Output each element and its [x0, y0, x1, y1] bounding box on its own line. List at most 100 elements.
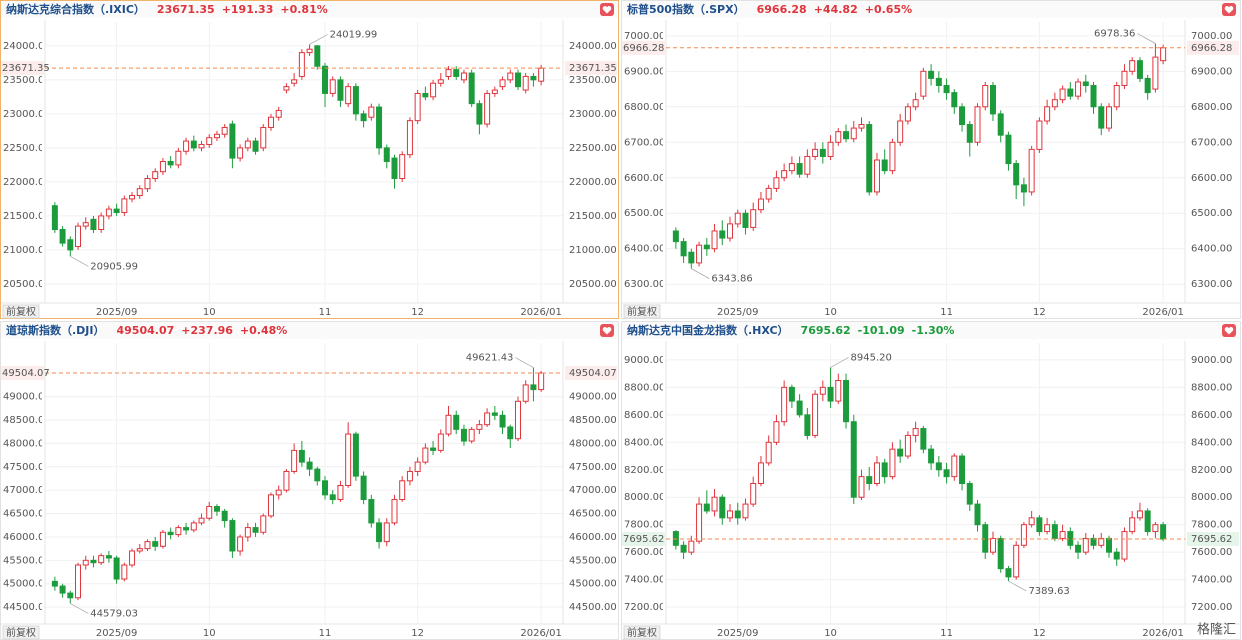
index-name: 标普500指数（.SPX） [626, 2, 745, 16]
annotation-leader [1137, 33, 1156, 44]
last-price: 23671.35 [157, 3, 215, 16]
candle-body [159, 531, 166, 547]
candle-body [1160, 524, 1167, 540]
chart-panel: 标普500指数（.SPX） 6966.28 +44.82 +0.65% 6300.00 6… [621, 0, 1241, 319]
y-tick-label-right: 7600.00 [1191, 547, 1232, 558]
candle-body [951, 92, 958, 108]
price-change: -101.09 [858, 324, 905, 337]
last-price-tag-bg [1, 61, 44, 76]
candle-body [51, 580, 58, 587]
x-tick-label: 2025/09 [717, 628, 759, 639]
candle-body [765, 187, 772, 200]
favorite-icon[interactable] [1224, 6, 1234, 14]
favorite-icon[interactable] [602, 6, 612, 14]
favorite-button[interactable] [1222, 324, 1236, 337]
adjust-button[interactable]: 前复权 [6, 626, 36, 639]
candle-body [982, 85, 989, 108]
panel-title: 标普500指数（.SPX） 6966.28 +44.82 +0.65% [626, 2, 912, 16]
candle-body [183, 527, 190, 531]
adjust-button-bg[interactable] [623, 304, 661, 319]
candle-body [82, 222, 89, 227]
candle-body [144, 541, 151, 550]
candle-body [491, 89, 498, 94]
candle-body [812, 393, 819, 436]
change-percent: +0.81% [280, 3, 327, 16]
y-tick-label-left: 6700.00 [624, 137, 665, 148]
x-tick-label: 2026/01 [1142, 307, 1184, 318]
y-tick-label-left: 8000.00 [624, 492, 665, 503]
y-tick-label-left: 9000.00 [624, 355, 665, 366]
y-tick-label-right: 8200.00 [1191, 465, 1232, 476]
y-tick-label-right: 47500.00 [569, 462, 617, 473]
candle-body [460, 428, 467, 442]
candle-body [167, 531, 174, 536]
adjust-button[interactable]: 前复权 [6, 305, 36, 318]
candle-body [1098, 537, 1105, 546]
x-tick-label: 11 [940, 628, 953, 639]
candle-body [306, 461, 313, 470]
annotation-leader [515, 357, 534, 368]
candle-body [1075, 544, 1082, 553]
panel-header [622, 322, 1240, 339]
x-tick-label: 11 [319, 628, 332, 639]
candle-body [897, 448, 904, 457]
candle-body [696, 244, 703, 264]
candle-body [858, 476, 865, 498]
x-tick-label: 10 [824, 307, 837, 318]
last-price-tag-left: 6966.28 [623, 43, 664, 54]
favorite-icon[interactable] [1224, 327, 1234, 335]
candle-body [928, 448, 935, 464]
annotation-leader [1008, 580, 1027, 592]
y-tick-label-right: 45000.00 [569, 579, 617, 590]
candle-body [843, 131, 850, 140]
price-change: +44.82 [814, 3, 858, 16]
candle-body [873, 462, 880, 485]
last-price-tag-bg [565, 366, 617, 381]
candle-body [538, 67, 545, 82]
adjust-button-bg[interactable] [2, 304, 40, 319]
candle-body [329, 494, 336, 501]
candle-body [1144, 77, 1151, 94]
candle-body [781, 170, 788, 179]
candle-body [788, 386, 795, 402]
candle-body [850, 421, 857, 498]
candle-body [391, 499, 398, 524]
adjust-button[interactable]: 前复权 [627, 305, 657, 318]
last-price-tag-bg [1187, 532, 1239, 547]
favorite-button[interactable] [600, 324, 614, 337]
candle-body [1013, 544, 1020, 578]
favorite-button[interactable] [1222, 3, 1236, 16]
last-price: 6966.28 [757, 3, 807, 16]
candle-body [406, 120, 413, 156]
candle-body [757, 462, 764, 485]
candle-body [352, 433, 359, 477]
candle-body [468, 72, 475, 105]
y-tick-label-right: 22500.00 [569, 143, 617, 154]
change-percent: -1.30% [912, 324, 955, 337]
candle-body [920, 70, 927, 97]
y-tick-label-left: 21500.00 [3, 211, 51, 222]
adjust-button-bg[interactable] [2, 625, 40, 640]
candle-body [522, 384, 529, 402]
candle-body [1059, 88, 1066, 101]
adjust-button[interactable]: 前复权 [627, 626, 657, 639]
candle-body [1067, 531, 1074, 546]
candle-body [283, 86, 290, 91]
candle-body [453, 69, 460, 77]
candle-body [1020, 184, 1027, 193]
x-tick-label: 2026/01 [520, 628, 562, 639]
y-tick-label-left: 6800.00 [624, 102, 665, 113]
candle-body [835, 131, 842, 143]
chart-panel: 纳斯达克中国金龙指数（.HXC） 7695.62 -101.09 -1.30% 7200… [621, 321, 1241, 640]
x-tick-label: 11 [319, 307, 332, 318]
favorite-icon[interactable] [602, 327, 612, 335]
y-tick-label-right: 22000.00 [569, 177, 617, 188]
last-price-tag-right: 7695.62 [1191, 534, 1232, 545]
favorite-button[interactable] [600, 3, 614, 16]
adjust-button-bg[interactable] [623, 625, 661, 640]
candle-body [499, 414, 506, 428]
candle-body [703, 244, 710, 250]
candle-body [1036, 120, 1043, 150]
candle-body [1036, 517, 1043, 533]
candle-body [1044, 106, 1051, 122]
